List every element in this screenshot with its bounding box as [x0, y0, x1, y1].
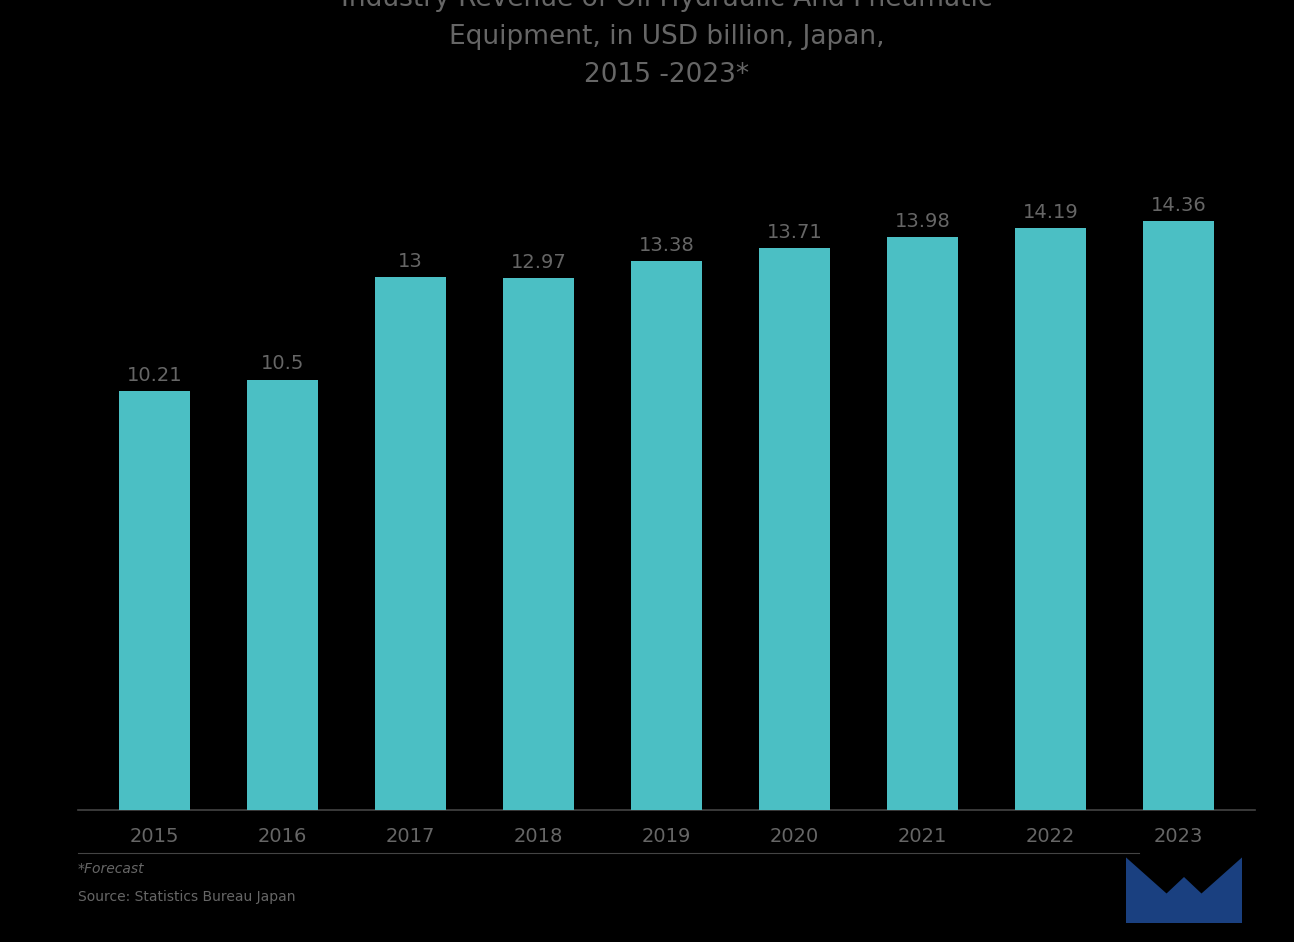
Text: 14.36: 14.36 — [1150, 196, 1206, 215]
Polygon shape — [1126, 857, 1242, 923]
Bar — [1143, 221, 1214, 810]
Bar — [631, 262, 701, 810]
Bar — [503, 278, 573, 810]
Bar — [247, 380, 317, 810]
Text: 13.98: 13.98 — [894, 212, 950, 231]
Text: 13: 13 — [399, 252, 423, 271]
Text: 10.5: 10.5 — [261, 354, 304, 373]
Text: 13.38: 13.38 — [638, 236, 695, 255]
Bar — [119, 392, 190, 810]
Title: Industry Revenue of Oil Hydraulic And Pneumatic
Equipment, in USD billion, Japan: Industry Revenue of Oil Hydraulic And Pn… — [340, 0, 992, 89]
Bar — [1016, 228, 1086, 810]
Bar — [888, 236, 958, 810]
Text: Source: Statistics Bureau Japan: Source: Statistics Bureau Japan — [78, 890, 295, 904]
Text: 12.97: 12.97 — [511, 253, 567, 272]
Text: 14.19: 14.19 — [1022, 203, 1078, 222]
Text: *Forecast: *Forecast — [78, 862, 144, 876]
Bar — [375, 277, 445, 810]
Text: 10.21: 10.21 — [127, 366, 182, 385]
Text: 13.71: 13.71 — [766, 223, 822, 242]
Bar — [760, 248, 829, 810]
